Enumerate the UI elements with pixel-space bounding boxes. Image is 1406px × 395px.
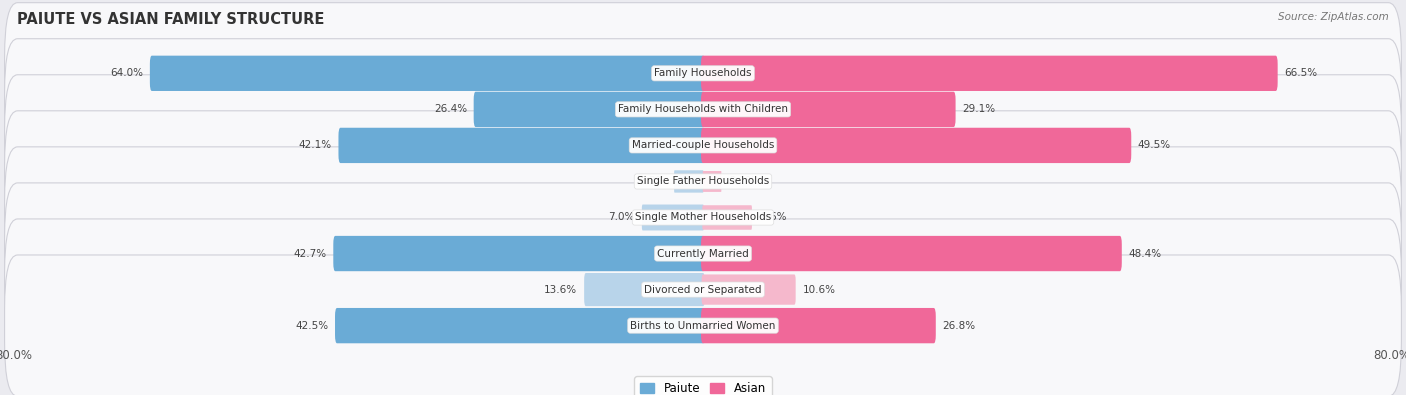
FancyBboxPatch shape	[583, 273, 704, 306]
FancyBboxPatch shape	[702, 56, 1278, 91]
FancyBboxPatch shape	[702, 92, 956, 127]
Text: 13.6%: 13.6%	[544, 284, 578, 295]
Text: 3.3%: 3.3%	[640, 177, 666, 186]
FancyBboxPatch shape	[333, 236, 704, 271]
FancyBboxPatch shape	[339, 128, 704, 163]
Text: Divorced or Separated: Divorced or Separated	[644, 284, 762, 295]
FancyBboxPatch shape	[4, 3, 1402, 144]
Text: Source: ZipAtlas.com: Source: ZipAtlas.com	[1278, 12, 1389, 22]
Text: Married-couple Households: Married-couple Households	[631, 140, 775, 150]
Text: Currently Married: Currently Married	[657, 248, 749, 259]
Text: 42.7%: 42.7%	[294, 248, 326, 259]
Text: 26.8%: 26.8%	[942, 321, 976, 331]
FancyBboxPatch shape	[702, 236, 1122, 271]
FancyBboxPatch shape	[703, 171, 721, 192]
FancyBboxPatch shape	[150, 56, 704, 91]
Text: Single Mother Households: Single Mother Households	[636, 213, 770, 222]
Text: 10.6%: 10.6%	[803, 284, 837, 295]
Text: PAIUTE VS ASIAN FAMILY STRUCTURE: PAIUTE VS ASIAN FAMILY STRUCTURE	[17, 12, 325, 27]
Text: 2.1%: 2.1%	[730, 177, 756, 186]
Text: 5.6%: 5.6%	[759, 213, 786, 222]
FancyBboxPatch shape	[702, 128, 1132, 163]
Legend: Paiute, Asian: Paiute, Asian	[634, 376, 772, 395]
FancyBboxPatch shape	[474, 92, 704, 127]
FancyBboxPatch shape	[703, 205, 752, 230]
Text: 48.4%: 48.4%	[1129, 248, 1161, 259]
Text: 26.4%: 26.4%	[434, 104, 467, 115]
FancyBboxPatch shape	[4, 147, 1402, 288]
FancyBboxPatch shape	[702, 275, 796, 305]
Text: Family Households: Family Households	[654, 68, 752, 78]
FancyBboxPatch shape	[673, 170, 703, 193]
Text: 29.1%: 29.1%	[962, 104, 995, 115]
Text: 64.0%: 64.0%	[110, 68, 143, 78]
FancyBboxPatch shape	[4, 39, 1402, 180]
Text: 66.5%: 66.5%	[1284, 68, 1317, 78]
FancyBboxPatch shape	[4, 111, 1402, 252]
FancyBboxPatch shape	[4, 219, 1402, 360]
FancyBboxPatch shape	[4, 255, 1402, 395]
Text: Births to Unmarried Women: Births to Unmarried Women	[630, 321, 776, 331]
Text: Single Father Households: Single Father Households	[637, 177, 769, 186]
Text: 7.0%: 7.0%	[607, 213, 634, 222]
FancyBboxPatch shape	[4, 183, 1402, 324]
Text: 42.1%: 42.1%	[298, 140, 332, 150]
FancyBboxPatch shape	[335, 308, 704, 343]
FancyBboxPatch shape	[643, 205, 704, 230]
Text: 49.5%: 49.5%	[1137, 140, 1171, 150]
FancyBboxPatch shape	[4, 75, 1402, 216]
FancyBboxPatch shape	[702, 308, 936, 343]
Text: Family Households with Children: Family Households with Children	[619, 104, 787, 115]
Text: 42.5%: 42.5%	[295, 321, 329, 331]
